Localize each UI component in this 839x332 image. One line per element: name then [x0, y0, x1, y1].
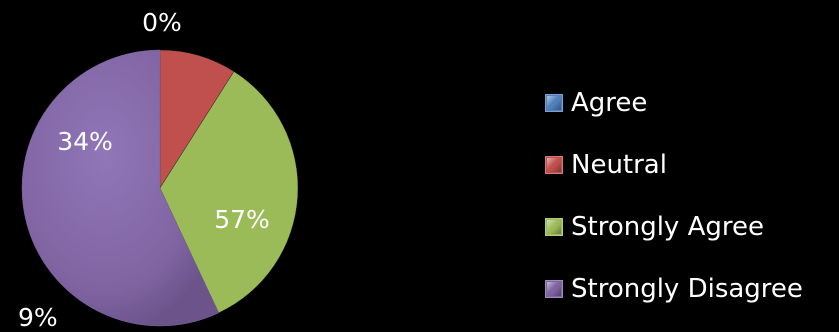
pie-data-label-strongly-disagree: 57% — [214, 205, 270, 234]
pie-slices — [21, 49, 299, 327]
legend-label-neutral: Neutral — [571, 150, 667, 180]
legend: Agree Neutral Strongly Agree Strongly Di… — [545, 72, 835, 320]
legend-item-agree: Agree — [545, 72, 835, 134]
pie-data-label-agree: 0% — [142, 8, 182, 37]
legend-label-agree: Agree — [571, 88, 648, 118]
pie-labels: 0% 9% 34% 57% — [18, 8, 270, 332]
legend-item-strongly-agree: Strongly Agree — [545, 196, 835, 258]
pie-slice-strongly-disagree — [21, 49, 220, 327]
pie-data-label-neutral: 9% — [18, 303, 58, 332]
legend-label-strongly-disagree: Strongly Disagree — [571, 274, 803, 304]
legend-marker-strongly-disagree — [545, 280, 563, 298]
legend-item-neutral: Neutral — [545, 134, 835, 196]
legend-marker-agree — [545, 94, 563, 112]
pie-data-label-strongly-agree: 34% — [57, 127, 113, 156]
legend-label-strongly-agree: Strongly Agree — [571, 212, 764, 242]
legend-marker-strongly-agree — [545, 218, 563, 236]
pie-slice-strongly-agree — [159, 71, 299, 314]
legend-item-strongly-disagree: Strongly Disagree — [545, 258, 835, 320]
legend-marker-neutral — [545, 156, 563, 174]
